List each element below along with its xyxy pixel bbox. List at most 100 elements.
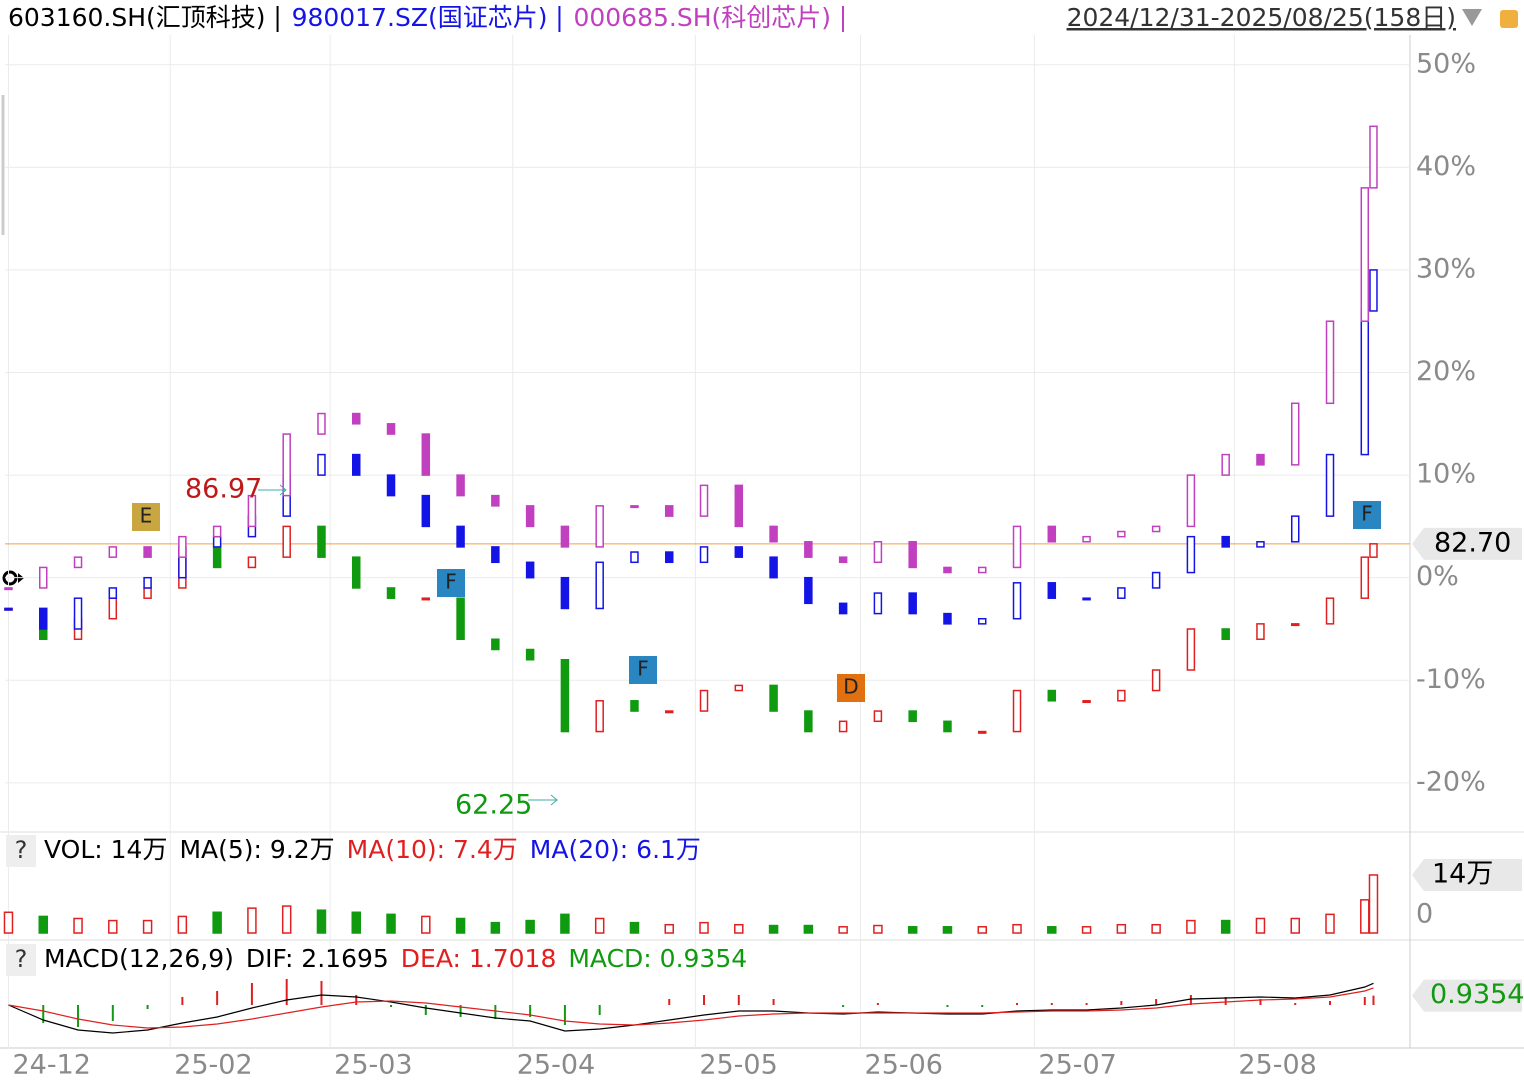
volume-bar <box>594 917 605 934</box>
label-box <box>1412 979 1522 1012</box>
signal-marker[interactable] <box>132 503 160 531</box>
volume-bar <box>873 924 883 934</box>
candle <box>212 525 222 538</box>
help-box[interactable] <box>6 835 36 867</box>
candle <box>1012 689 1022 733</box>
candle <box>143 587 152 599</box>
volume-bar <box>1047 926 1057 934</box>
candle <box>804 710 813 733</box>
candle <box>908 592 917 615</box>
volume-bar <box>1186 919 1196 934</box>
candle <box>977 617 987 625</box>
signal-marker-text: D <box>843 675 858 699</box>
candle <box>1047 582 1057 599</box>
candle <box>178 535 187 558</box>
volume-bar <box>1290 917 1300 934</box>
candle <box>421 433 431 476</box>
candle <box>1117 587 1126 599</box>
candle <box>734 484 744 528</box>
candle <box>247 494 257 528</box>
x-tick-label: 25-04 <box>517 1050 595 1081</box>
candle <box>525 648 535 661</box>
panel-stat: MACD: 0.9354 <box>568 944 747 973</box>
panel-stat: MA(10): 7.4万 <box>347 835 518 864</box>
signal-marker[interactable] <box>629 656 657 684</box>
x-tick-label: 25-05 <box>699 1050 777 1081</box>
candle <box>525 561 535 579</box>
signal-marker[interactable] <box>437 569 465 597</box>
candle <box>212 546 222 569</box>
volume-bar <box>942 926 953 934</box>
candle <box>1082 597 1091 601</box>
volume-bar <box>803 924 814 934</box>
candle <box>491 638 500 651</box>
candle <box>491 546 500 564</box>
candle <box>734 684 744 692</box>
legend-entry[interactable]: 603160.SH(汇顶科技) <box>8 3 266 32</box>
volume-bar <box>490 921 501 934</box>
x-tick-label: 25-06 <box>865 1050 943 1081</box>
candle <box>456 597 465 640</box>
volume-bar <box>455 917 466 934</box>
y-tick-label: 40% <box>1416 151 1476 182</box>
candle <box>699 546 709 564</box>
candle <box>595 505 604 548</box>
volume-bar <box>38 915 49 934</box>
signal-marker-text: F <box>637 657 649 681</box>
panel-stat: DIF: 2.1695 <box>246 944 389 973</box>
date-range[interactable]: 2024/12/31-2025/08/25(158日) <box>1067 3 1456 32</box>
panel-title: VOL: 14万 <box>44 835 167 864</box>
signal-marker[interactable] <box>1353 501 1381 529</box>
candle <box>1186 474 1196 528</box>
candle <box>1360 310 1370 456</box>
low-price-label: 62.25 <box>455 790 532 821</box>
candle <box>595 700 604 733</box>
legend-entry[interactable]: 980017.SZ(国证芯片) <box>292 3 548 32</box>
candle <box>1151 669 1161 692</box>
label-box <box>1412 527 1522 560</box>
volume-bar <box>1255 917 1266 934</box>
help-box[interactable] <box>6 944 36 976</box>
dropdown-arrow[interactable] <box>1462 9 1482 26</box>
help-icon[interactable]: ? <box>15 945 28 973</box>
candle <box>1047 689 1057 702</box>
candle <box>317 412 326 435</box>
candle <box>39 607 48 630</box>
volume-bar <box>977 926 987 934</box>
candle <box>143 546 152 558</box>
candle <box>212 535 222 548</box>
signal-marker-text: F <box>445 570 457 594</box>
macd-last-label: 0.9354 <box>1430 979 1524 1010</box>
legend-entry[interactable]: 000685.SH(科创芯片) <box>573 3 831 32</box>
candle <box>1360 187 1370 322</box>
panel-stat: DEA: 1.7018 <box>401 944 557 973</box>
y-tick-label: 0 <box>1416 899 1433 930</box>
settings-icon[interactable] <box>1500 10 1518 28</box>
help-icon[interactable]: ? <box>15 836 28 864</box>
candle <box>1290 623 1300 627</box>
volume-bar <box>768 924 779 934</box>
candle <box>699 484 709 517</box>
signal-marker[interactable] <box>837 674 865 702</box>
candle <box>1151 571 1161 589</box>
volume-bar <box>1325 913 1335 934</box>
volume-bar <box>386 913 396 934</box>
volume-bar <box>1081 926 1092 934</box>
volume-bar <box>177 915 188 934</box>
candle <box>1369 269 1378 312</box>
candle <box>1325 453 1335 517</box>
volume-bar <box>1012 923 1022 934</box>
volume-bar <box>1116 923 1127 934</box>
volume-bar <box>629 921 640 934</box>
candle <box>352 453 361 476</box>
candle <box>1082 535 1091 543</box>
panel-stat: MA(20): 6.1万 <box>530 835 701 864</box>
candle <box>1221 628 1230 640</box>
high-price-arrow <box>258 484 287 496</box>
candle <box>456 474 465 497</box>
candle <box>873 592 883 615</box>
candle <box>108 587 118 599</box>
volume-bar <box>73 917 83 934</box>
candle <box>734 546 744 558</box>
